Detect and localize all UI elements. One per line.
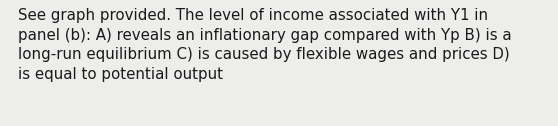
Text: See graph provided. The level of income associated with Y1 in
panel (b): A) reve: See graph provided. The level of income …	[18, 8, 512, 82]
